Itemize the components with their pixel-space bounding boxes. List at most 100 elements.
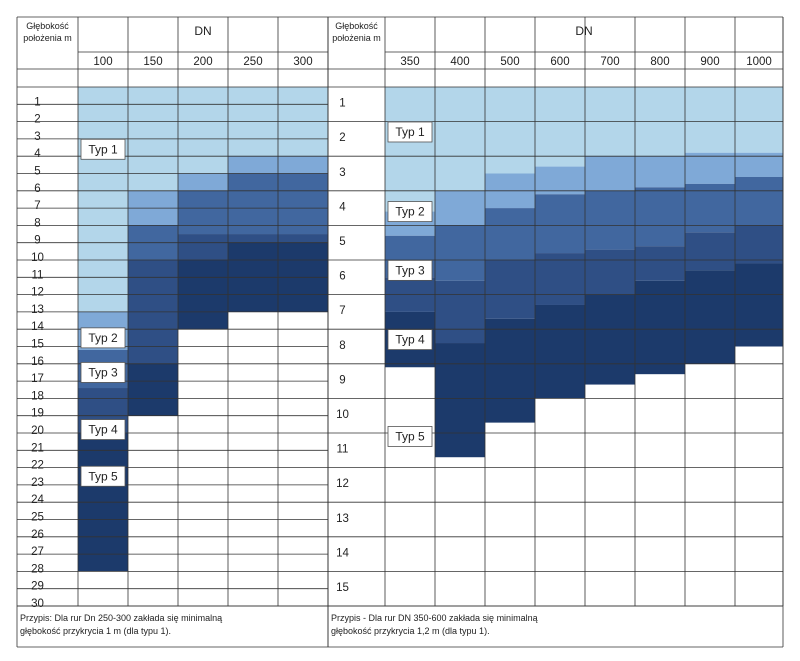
typ-2-segment xyxy=(278,156,328,174)
depth-tick-label: 25 xyxy=(31,512,44,524)
typ-3-segment xyxy=(635,187,685,247)
typ-3-segment xyxy=(735,176,783,226)
typ-3-segment xyxy=(228,173,278,235)
dn-tick-label: 200 xyxy=(193,56,212,68)
typ-5-segment xyxy=(635,280,685,375)
typ-5-segment xyxy=(435,343,485,458)
depth-tick-label: 2 xyxy=(34,114,40,126)
dn-header-label: DN xyxy=(194,24,211,38)
typ-4-segment xyxy=(585,249,635,295)
typ-label: Typ 3 xyxy=(395,263,425,277)
dn-tick-label: 900 xyxy=(700,56,719,68)
typ-label-box xyxy=(387,329,433,350)
typ-label: Typ 2 xyxy=(88,331,118,345)
typ-4-segment xyxy=(278,234,328,243)
depth-tick-label: 11 xyxy=(337,444,349,456)
depth-tick-label: 9 xyxy=(34,235,40,247)
typ-label-box xyxy=(80,138,126,160)
depth-tick-label: 19 xyxy=(31,408,44,420)
depth-tick-label: 3 xyxy=(339,167,345,179)
typ-3-segment xyxy=(278,173,328,235)
dn-tick-label: 500 xyxy=(500,56,519,68)
typ-label: Typ 5 xyxy=(88,469,118,483)
dn-tick-label: 400 xyxy=(450,56,469,68)
typ-label-box xyxy=(387,201,433,222)
depth-tick-label: 10 xyxy=(31,252,44,264)
typ-4-segment xyxy=(435,280,485,344)
typ-3-segment xyxy=(685,183,735,233)
depth-tick-label: 26 xyxy=(31,529,44,541)
typ-label-box xyxy=(387,259,433,281)
typ-5-segment xyxy=(685,270,735,364)
typ-2-segment xyxy=(635,156,685,188)
typ-2-segment xyxy=(735,152,783,177)
typ-4-segment xyxy=(735,225,783,264)
depth-tick-label: 15 xyxy=(336,582,349,594)
depth-tick-label: 23 xyxy=(31,477,44,489)
depth-tick-label: 9 xyxy=(339,374,345,386)
depth-tick-label: 14 xyxy=(31,321,44,333)
depth-tick-label: 12 xyxy=(31,287,44,299)
footnote-line: głębokość przykrycia 1,2 m (dla typu 1). xyxy=(331,626,490,636)
dn-tick-label: 350 xyxy=(400,56,419,68)
footnote-line: głębokość przykrycia 1 m (dla typu 1). xyxy=(20,626,171,636)
typ-5-segment xyxy=(128,363,178,416)
typ-1-segment xyxy=(685,87,735,153)
dn-header-label: DN xyxy=(575,24,592,38)
typ-2-segment xyxy=(228,156,278,174)
dn-tick-label: 1000 xyxy=(746,56,772,68)
depth-tick-label: 30 xyxy=(31,598,44,610)
typ-1-segment xyxy=(535,87,585,167)
typ-label-box xyxy=(387,121,433,143)
depth-header-label: Głębokość xyxy=(335,21,378,31)
depth-tick-label: 4 xyxy=(339,201,346,213)
depth-tick-label: 6 xyxy=(34,183,40,195)
typ-1-segment xyxy=(435,87,485,191)
typ-1-segment xyxy=(178,87,228,174)
typ-1-segment xyxy=(485,87,535,174)
typ-1-segment xyxy=(78,87,128,312)
typ-4-segment xyxy=(485,260,535,319)
depth-tick-label: 11 xyxy=(32,269,44,281)
depth-tick-label: 12 xyxy=(336,478,349,490)
depth-tick-label: 5 xyxy=(339,236,345,248)
typ-2-segment xyxy=(685,152,735,184)
dn-tick-label: 250 xyxy=(243,56,262,68)
typ-2-segment xyxy=(435,190,485,226)
depth-tick-label: 29 xyxy=(31,581,44,593)
depth-tick-label: 21 xyxy=(31,442,44,454)
depth-tick-label: 14 xyxy=(336,547,349,559)
typ-label: Typ 1 xyxy=(395,125,425,139)
typ-label-box xyxy=(80,362,126,383)
typ-2-segment xyxy=(178,173,228,191)
typ-5-segment xyxy=(735,263,783,347)
depth-tick-label: 1 xyxy=(339,98,345,110)
typ-label-box xyxy=(80,465,126,487)
typ-4-segment xyxy=(685,232,735,271)
depth-header-label: położenia m xyxy=(332,33,381,43)
typ-label: Typ 1 xyxy=(88,142,118,156)
footnote-line: Przypis: Dla rur Dn 250-300 zakłada się … xyxy=(20,613,222,623)
typ-label: Typ 3 xyxy=(88,365,118,379)
depth-tick-label: 7 xyxy=(339,305,345,317)
dn-tick-label: 600 xyxy=(550,56,569,68)
typ-label-box xyxy=(80,327,126,349)
depth-tick-label: 8 xyxy=(339,340,345,352)
typ-label: Typ 4 xyxy=(88,423,118,437)
depth-tick-label: 6 xyxy=(339,271,345,283)
depth-tick-label: 10 xyxy=(336,409,349,421)
depth-tick-label: 17 xyxy=(31,373,44,385)
depth-tick-label: 4 xyxy=(34,148,41,160)
typ-label: Typ 5 xyxy=(395,429,425,443)
typ-4-segment xyxy=(228,234,278,243)
depth-header-label: położenia m xyxy=(23,33,72,43)
dn-tick-label: 300 xyxy=(293,56,312,68)
typ-3-segment xyxy=(435,225,485,281)
typ-label: Typ 4 xyxy=(395,333,425,347)
typ-3-segment xyxy=(178,190,228,235)
typ-label-box xyxy=(387,426,433,447)
depth-tick-label: 8 xyxy=(34,217,40,229)
depth-tick-label: 24 xyxy=(31,494,44,506)
depth-tick-label: 20 xyxy=(31,425,44,437)
